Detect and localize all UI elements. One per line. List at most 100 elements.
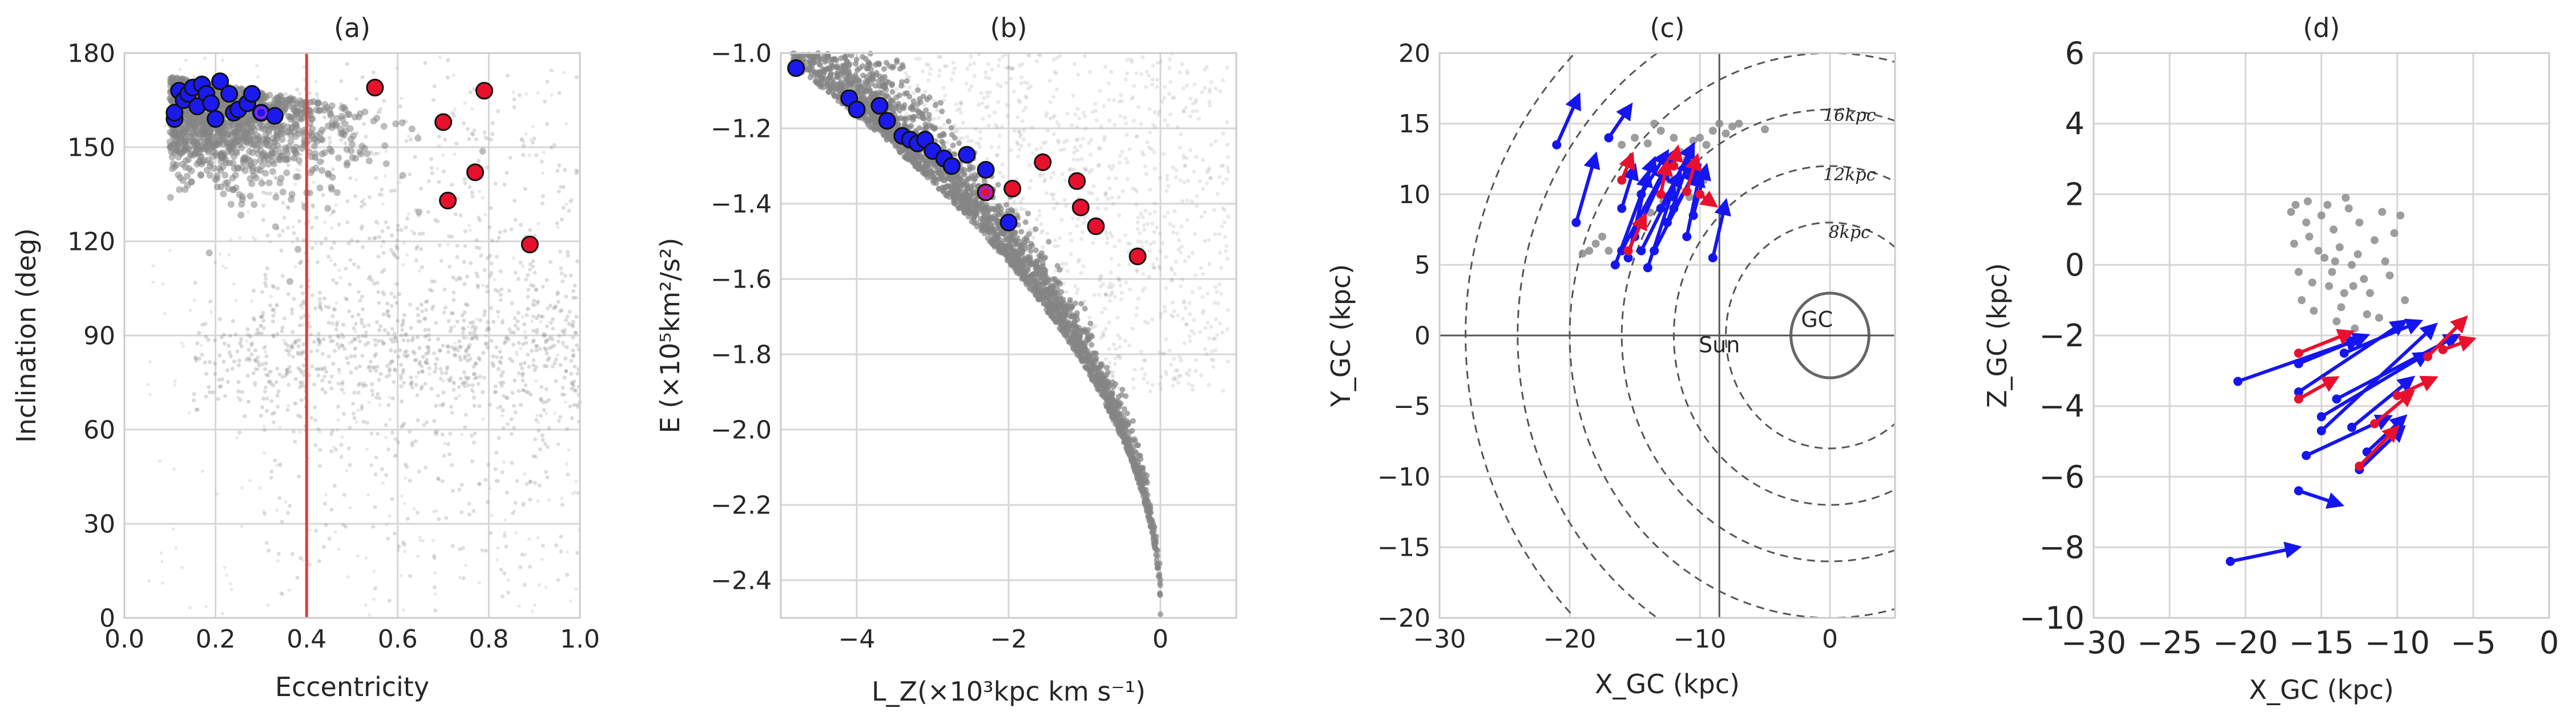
- cloud-point: [290, 552, 295, 556]
- cloud-point: [546, 306, 550, 310]
- cloud-point: [260, 362, 265, 366]
- cloud-point: [276, 552, 281, 556]
- cloud-point: [334, 301, 338, 305]
- cloud-point: [371, 152, 375, 156]
- blue-point: [243, 85, 261, 103]
- cloud-point: [272, 193, 280, 201]
- cloud-point: [236, 363, 241, 367]
- cloud-point: [565, 427, 570, 431]
- cloud-point: [288, 504, 292, 508]
- cloud-point: [264, 361, 268, 366]
- cloud-point: [386, 225, 390, 230]
- cloud-point: [225, 368, 229, 373]
- cloud-point: [551, 326, 555, 331]
- cloud-point: [339, 137, 344, 142]
- cloud-point: [327, 136, 332, 140]
- cloud-point: [277, 233, 282, 238]
- cloud-point: [182, 344, 186, 348]
- cloud-point: [313, 143, 317, 147]
- cloud-point: [507, 357, 512, 361]
- cloud-point: [501, 318, 505, 322]
- cloud-point: [409, 375, 413, 380]
- cloud-point: [187, 411, 191, 415]
- cloud-point: [276, 148, 283, 156]
- cloud-point: [300, 291, 305, 296]
- cloud-point: [174, 545, 178, 549]
- cloud-point: [401, 321, 405, 325]
- cloud-point: [421, 539, 425, 543]
- cloud-point: [205, 249, 213, 257]
- cloud-point: [366, 341, 370, 345]
- cloud-point: [237, 430, 242, 435]
- cloud-point: [220, 191, 227, 198]
- cloud-point: [322, 127, 327, 132]
- cloud-point: [326, 321, 331, 325]
- cloud-point: [411, 350, 416, 354]
- cloud-point: [455, 319, 459, 324]
- cloud-point: [231, 153, 238, 160]
- cloud-point: [287, 349, 292, 353]
- cloud-point: [292, 143, 300, 151]
- cloud-point: [573, 284, 577, 288]
- cloud-point: [566, 253, 570, 258]
- cloud-point: [223, 394, 228, 398]
- cloud-point: [489, 261, 494, 266]
- cloud-point: [570, 381, 574, 385]
- y-tick-label: 150: [67, 133, 115, 162]
- cloud-point: [378, 371, 383, 376]
- cloud-point: [497, 436, 501, 440]
- cloud-point: [207, 390, 212, 394]
- cloud-point: [393, 349, 397, 354]
- cloud-point: [218, 252, 222, 256]
- cloud-point: [296, 352, 301, 357]
- cloud-point: [394, 301, 399, 305]
- cloud-point: [521, 153, 526, 157]
- cloud-point: [559, 535, 563, 539]
- cloud-point: [355, 113, 362, 120]
- cloud-point: [490, 238, 494, 243]
- cloud-point: [852, 60, 858, 67]
- cloud-point: [382, 292, 386, 297]
- cloud-point: [523, 330, 527, 334]
- cloud-point: [314, 528, 319, 533]
- cloud-point: [315, 348, 320, 353]
- cloud-point: [506, 579, 510, 583]
- cloud-point: [159, 551, 163, 555]
- cloud-point: [324, 523, 328, 527]
- cloud-point: [213, 361, 217, 366]
- cloud-point: [240, 486, 244, 490]
- x-tick-label: 0.6: [378, 625, 418, 654]
- cloud-point: [542, 99, 547, 104]
- cloud-point: [270, 308, 275, 312]
- cloud-point: [327, 536, 332, 541]
- cloud-point: [531, 284, 536, 288]
- cloud-point: [475, 285, 480, 289]
- cloud-point: [340, 332, 344, 337]
- cloud-point: [380, 467, 384, 471]
- cloud-point: [415, 244, 420, 249]
- cloud-point: [381, 290, 385, 294]
- cloud-point: [518, 362, 523, 367]
- cloud-point: [278, 426, 282, 430]
- cloud-point: [417, 232, 422, 236]
- cloud-point: [389, 304, 394, 308]
- cloud-point: [309, 349, 313, 354]
- cloud-point: [517, 389, 521, 393]
- cloud-point: [520, 366, 525, 371]
- cloud-point: [467, 185, 472, 189]
- cloud-point: [328, 148, 335, 155]
- cloud-point: [183, 172, 191, 180]
- cloud-point: [564, 294, 569, 299]
- cloud-point: [369, 463, 373, 467]
- cloud-point: [408, 125, 416, 132]
- cloud-point: [300, 383, 304, 388]
- cloud-point: [170, 131, 177, 138]
- cloud-point: [227, 350, 232, 355]
- cloud-point: [431, 304, 436, 309]
- cloud-point: [474, 245, 479, 250]
- cloud-point: [453, 325, 457, 329]
- cloud-point: [431, 539, 435, 543]
- cloud-point: [249, 141, 257, 148]
- cloud-point: [392, 531, 397, 536]
- cloud-point: [151, 264, 155, 268]
